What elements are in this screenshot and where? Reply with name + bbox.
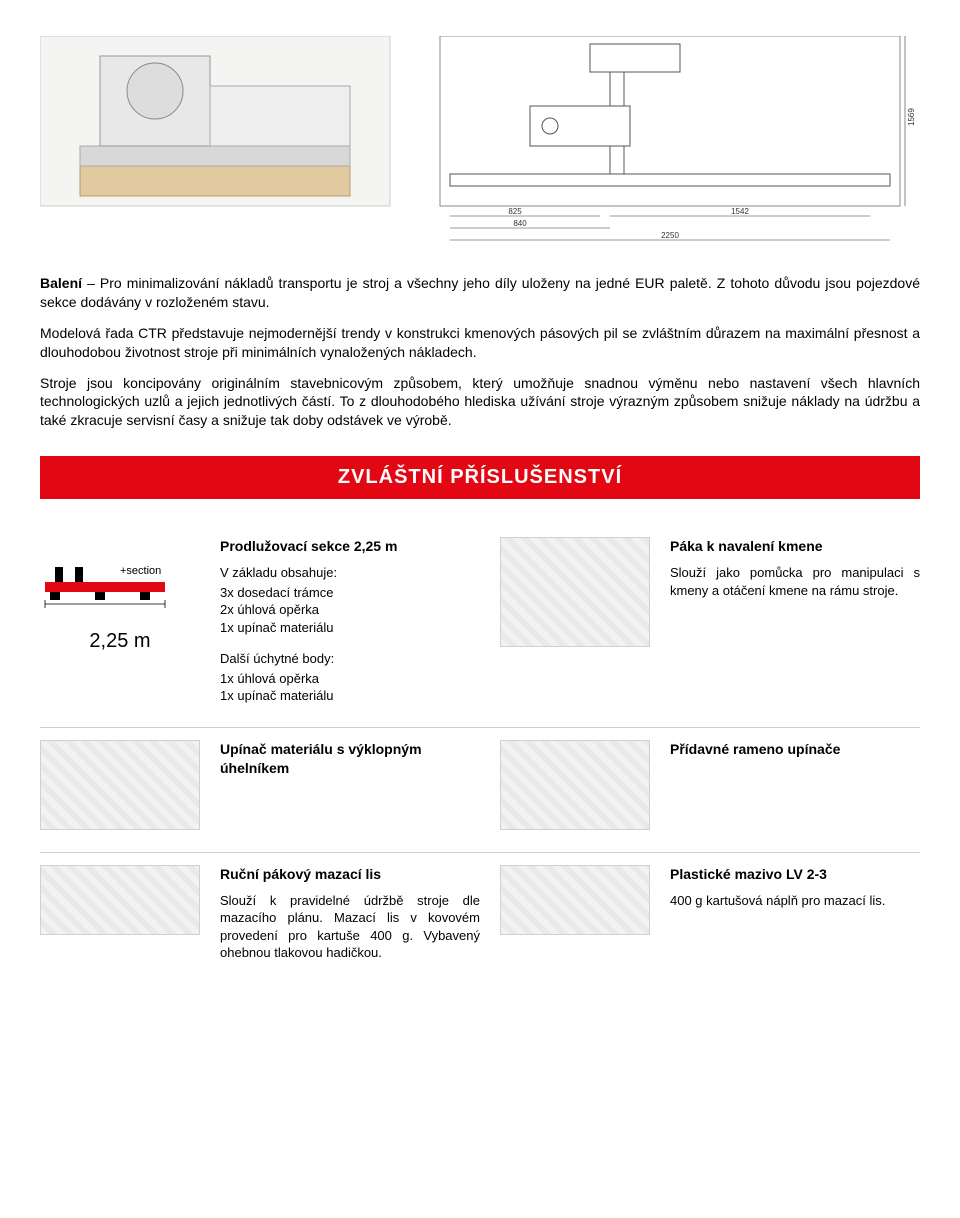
- acc1-l3: 1x upínač materiálu: [220, 619, 480, 637]
- extension-section-icon: +section: [40, 537, 170, 617]
- accessory-row-1: +section 2,25 m Prodlužovací sekce 2,25 …: [40, 525, 920, 728]
- clamp-angle-image: [40, 740, 200, 830]
- accessories-banner: ZVLÁŠTNÍ PŘÍSLUŠENSTVÍ: [40, 456, 920, 499]
- acc2-right-title: Přídavné rameno upínače: [670, 740, 920, 759]
- dim-w3: 1542: [731, 207, 749, 216]
- para3: Stroje jsou koncipovány originálním stav…: [40, 374, 920, 431]
- body-copy: Balení – Pro minimalizování nákladů tran…: [40, 274, 920, 430]
- grease-gun-image: [40, 865, 200, 935]
- acc1-l5: 1x upínač materiálu: [220, 687, 480, 705]
- clamp-arm-image: [500, 740, 650, 830]
- dim-height: 1569: [907, 108, 916, 126]
- acc3-right-title: Plastické mazivo LV 2-3: [670, 865, 920, 884]
- acc1-l1: 3x dosedací trámce: [220, 584, 480, 602]
- acc3-left-title: Ruční pákový mazací lis: [220, 865, 480, 884]
- acc1-l2: 2x úhlová opěrka: [220, 601, 480, 619]
- dim-w1: 825: [508, 207, 522, 216]
- technical-drawing: 1569 825 840 1542 2250: [40, 36, 920, 256]
- dim-w2: 840: [513, 219, 527, 228]
- dim-w4: 2250: [661, 231, 679, 240]
- accessory-row-3: Ruční pákový mazací lis Slouží k pravide…: [40, 853, 920, 984]
- section-plus-label: +section: [120, 565, 161, 577]
- acc2-left-title: Upínač materiálu s výklopným úhelníkem: [220, 740, 480, 778]
- section-icon-col: +section 2,25 m: [40, 537, 200, 705]
- log-lever-image: [500, 537, 650, 647]
- acc1-l4: 1x úhlová opěrka: [220, 670, 480, 688]
- acc3-right-desc: 400 g kartušová náplň pro mazací lis.: [670, 892, 920, 910]
- packaging-diagram: 1569 825 840 1542 2250: [40, 36, 920, 256]
- accessory-row-2: Upínač materiálu s výklopným úhelníkem P…: [40, 728, 920, 853]
- para2: Modelová řada CTR představuje nejmoderně…: [40, 324, 920, 362]
- acc1-sub1: V základu obsahuje:: [220, 564, 480, 582]
- acc1-left-title: Prodlužovací sekce 2,25 m: [220, 537, 480, 556]
- acc3-left-desc: Slouží k pravidelné údržbě stroje dle ma…: [220, 892, 480, 962]
- acc1-right-desc: Slouží jako pomůcka pro manipulaci s kme…: [670, 564, 920, 599]
- para1-bold: Balení: [40, 275, 82, 291]
- section-length: 2,25 m: [40, 628, 200, 655]
- para1-text: – Pro minimalizování nákladů transportu …: [40, 275, 920, 310]
- acc1-sub2: Další úchytné body:: [220, 650, 480, 668]
- grease-cartridge-image: [500, 865, 650, 935]
- acc1-right-title: Páka k navalení kmene: [670, 537, 920, 556]
